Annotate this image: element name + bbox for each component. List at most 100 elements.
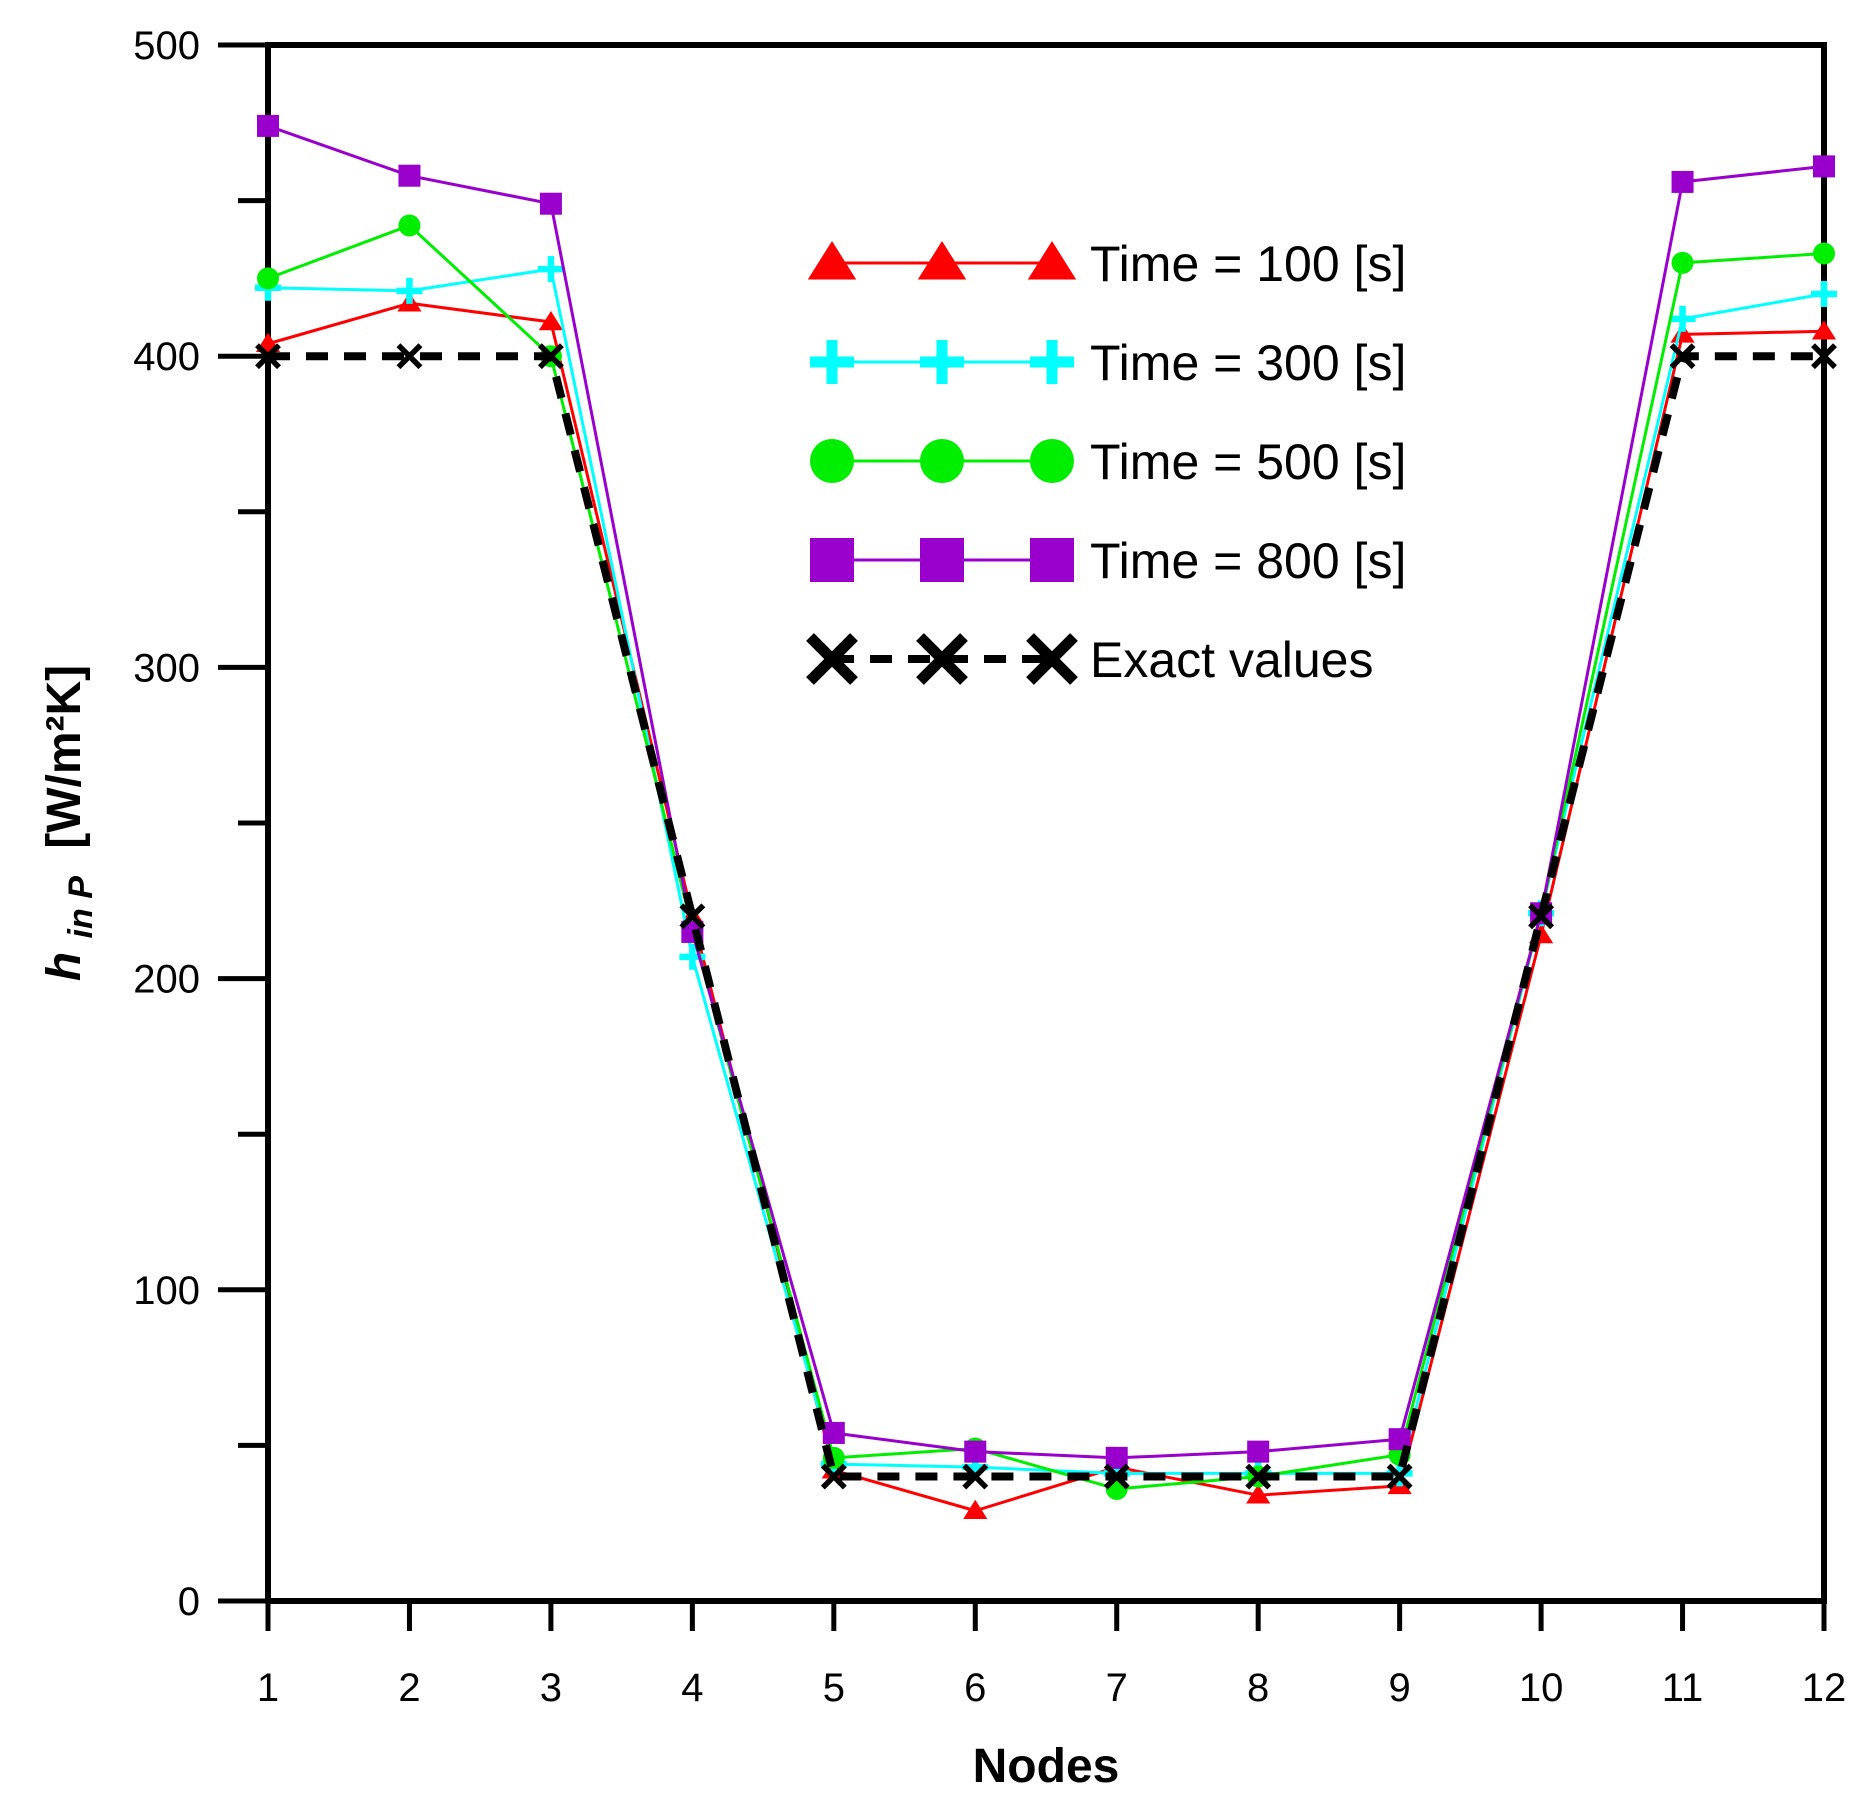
y-tick-label: 500 (133, 24, 200, 68)
y-axis: 0 100 200 300 400 500 (133, 24, 268, 1624)
legend-marker (1026, 633, 1078, 685)
data-point (962, 1463, 989, 1490)
legend-item: Time = 300 [s] (810, 335, 1406, 391)
marker-stroke (679, 903, 706, 930)
x-tick-label: 4 (681, 1666, 703, 1710)
marker-stroke (1245, 1463, 1272, 1490)
legend-marker (920, 340, 964, 384)
legend-marker (920, 439, 964, 483)
x-axis: 1 2 3 4 5 6 7 8 9 10 11 12 (257, 1601, 1846, 1710)
data-point (1388, 1428, 1411, 1451)
series-4 (257, 114, 1835, 1469)
data-point (679, 903, 706, 930)
data-point (398, 214, 421, 237)
x-tick-label: 10 (1519, 1666, 1564, 1710)
y-axis-title-main: h (38, 952, 91, 981)
y-tick-label: 0 (178, 1580, 200, 1624)
series-line (268, 352, 1824, 1481)
legend-marker (917, 241, 967, 280)
series-line (267, 223, 1825, 1491)
data-point (822, 1421, 845, 1444)
y-tick-label: 300 (133, 646, 200, 690)
x-tick-label: 2 (398, 1666, 420, 1710)
marker-stroke (1811, 343, 1837, 370)
legend-marker (810, 439, 854, 483)
y-axis-title-units: [W/m²K] (38, 665, 91, 849)
data-point (820, 1463, 847, 1490)
marker-stroke (1026, 633, 1078, 685)
y-tick-label: 400 (133, 335, 200, 379)
legend-label: Time = 800 [s] (1090, 533, 1406, 589)
legend-marker (1030, 538, 1074, 582)
legend-marker (806, 633, 858, 685)
series-5 (255, 343, 1837, 1490)
data-point (396, 343, 423, 370)
data-point (1813, 155, 1835, 178)
legend-label: Exact values (1090, 632, 1373, 688)
x-tick-label: 6 (964, 1666, 986, 1710)
legend-label: Time = 500 [s] (1090, 434, 1406, 490)
data-point (538, 310, 564, 331)
data-point (964, 1440, 987, 1463)
marker-stroke (1669, 343, 1696, 370)
legend-item: Time = 100 [s] (807, 236, 1406, 292)
marker-stroke (806, 633, 858, 685)
data-point (398, 164, 421, 187)
data-point (257, 114, 279, 137)
data-point (537, 256, 564, 283)
legend-item: Time = 500 [s] (810, 434, 1406, 490)
series-layer (255, 114, 1837, 1520)
data-point (396, 277, 423, 304)
x-tick-label: 3 (540, 1666, 562, 1710)
data-point (1669, 343, 1696, 370)
data-point (1669, 305, 1696, 332)
x-tick-label: 8 (1247, 1666, 1269, 1710)
data-point (539, 192, 562, 215)
data-point (1811, 320, 1837, 340)
data-point (963, 1499, 988, 1520)
data-point (1813, 242, 1835, 265)
x-axis-title: Nodes (973, 1740, 1120, 1793)
marker-stroke (255, 343, 281, 370)
x-tick-label: 11 (1662, 1666, 1704, 1710)
x-tick-label: 5 (823, 1666, 845, 1710)
y-axis-title: h in P [W/m²K] (38, 665, 103, 981)
series-line (267, 124, 1825, 1460)
legend-marker (1030, 439, 1074, 483)
x-tick-label: 7 (1106, 1666, 1128, 1710)
legend-label: Time = 300 [s] (1090, 335, 1406, 391)
data-point (255, 343, 281, 370)
legend-marker (807, 241, 857, 280)
y-tick-label: 100 (133, 1269, 200, 1313)
legend-label: Time = 100 [s] (1090, 236, 1406, 292)
legend: Time = 100 [s] Time = 300 [s] Time = 500 [… (806, 236, 1406, 688)
legend-marker (1027, 241, 1077, 280)
x-tick-label: 12 (1802, 1666, 1847, 1710)
data-point (1246, 1484, 1271, 1504)
legend-item: Exact values (806, 632, 1373, 688)
data-point (1811, 280, 1837, 307)
data-point (1671, 170, 1694, 193)
y-tick-label: 200 (133, 958, 200, 1002)
legend-marker (810, 340, 854, 384)
x-tick-label: 1 (257, 1666, 279, 1710)
legend-marker (810, 538, 854, 582)
marker-stroke (537, 343, 564, 370)
series-line (267, 301, 1825, 1513)
data-point (1105, 1446, 1128, 1469)
data-point (537, 343, 564, 370)
legend-item: Time = 800 [s] (810, 533, 1406, 589)
data-point (1671, 251, 1694, 274)
y-axis-title-sub: in P (62, 876, 100, 939)
marker-stroke (1386, 1463, 1413, 1490)
legend-marker (1030, 340, 1074, 384)
data-point (1386, 1463, 1413, 1490)
x-tick-label: 9 (1389, 1666, 1411, 1710)
data-point (1811, 343, 1837, 370)
legend-marker (916, 633, 968, 685)
series-3 (257, 214, 1835, 1500)
data-point (1528, 903, 1555, 930)
marker-stroke (1528, 903, 1555, 930)
marker-stroke (396, 343, 423, 370)
